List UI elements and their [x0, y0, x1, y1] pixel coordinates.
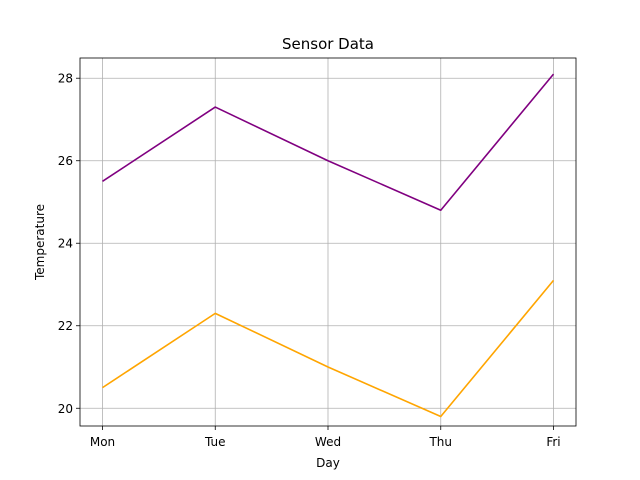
series-lines — [102, 73, 555, 418]
x-axis: Mon Tue Wed Thu Fri — [90, 426, 561, 449]
y-tick-label: 26 — [58, 154, 73, 168]
y-tick-label: 20 — [58, 402, 73, 416]
x-tick-label: Wed — [315, 435, 341, 449]
series-line-1 — [102, 73, 555, 212]
y-axis: 20 22 24 26 28 — [58, 72, 80, 416]
x-tick-label: Mon — [90, 435, 115, 449]
x-tick-label: Tue — [204, 435, 226, 449]
y-tick-label: 24 — [58, 237, 73, 251]
x-tick-label: Fri — [546, 435, 560, 449]
y-tick-label: 28 — [58, 72, 73, 86]
y-tick-label: 22 — [58, 319, 73, 333]
x-axis-label: Day — [316, 456, 340, 470]
series-line-2 — [102, 279, 555, 418]
chart-title: Sensor Data — [282, 35, 374, 53]
grid — [80, 58, 576, 426]
y-axis-label: Temperature — [33, 204, 47, 281]
x-tick-label: Thu — [428, 435, 452, 449]
